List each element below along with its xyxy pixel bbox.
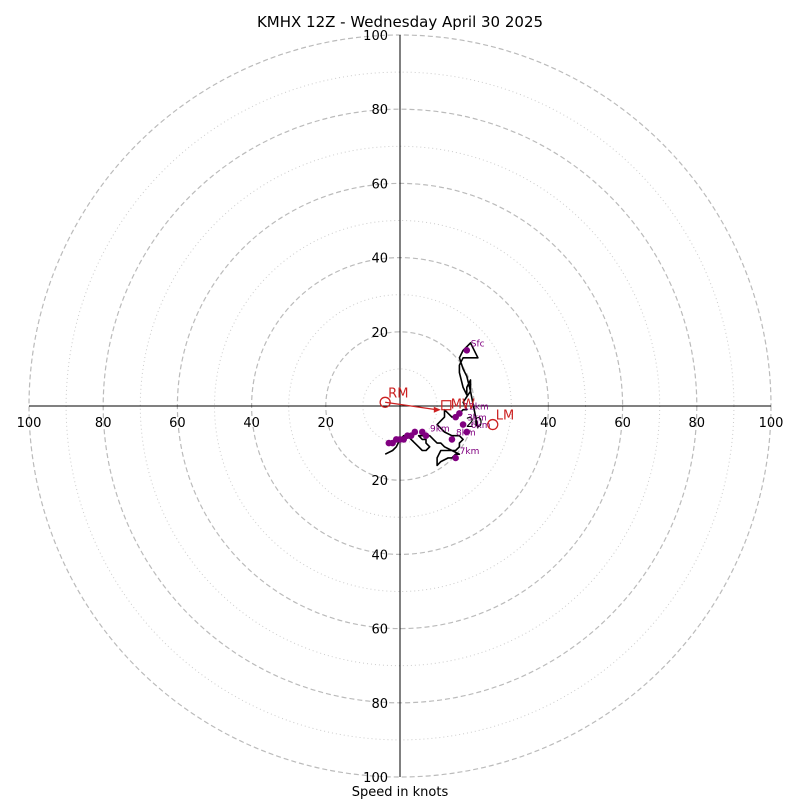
tick-x-right-100: 100 (759, 416, 784, 431)
tick-y-bottom-60: 60 (371, 623, 388, 638)
tick-y-bottom-80: 80 (371, 697, 388, 712)
height-point (385, 439, 393, 447)
height-label: 7km (460, 447, 480, 457)
height-point (463, 347, 471, 354)
tick-y-top-80: 80 (371, 103, 388, 118)
tick-y-top-100: 100 (363, 29, 388, 44)
height-label: 8km (456, 428, 476, 438)
wind-trace (384, 342, 479, 467)
height-label: 3km (467, 414, 487, 424)
height-point (418, 428, 426, 436)
height-label: 9km (430, 425, 450, 435)
mw-arrow-head (433, 406, 441, 413)
tick-x-left-20: 20 (318, 416, 335, 431)
rm-to-mw-vector (385, 401, 437, 411)
lm-label: LM (496, 409, 514, 424)
tick-x-left-60: 60 (169, 416, 186, 431)
tick-y-top-60: 60 (371, 177, 388, 192)
tick-y-bottom-40: 40 (371, 548, 388, 563)
height-point (459, 421, 467, 428)
height-point (456, 410, 463, 417)
mw-label: MW (451, 398, 475, 413)
axes (29, 35, 771, 777)
tick-y-top-40: 40 (371, 252, 388, 267)
rm-label: RM (388, 386, 408, 401)
height-point (463, 428, 471, 436)
tick-labels: 100 80 60 40 20 20 40 60 80 100204060801002040608… (17, 29, 784, 786)
height-label: Sfc (471, 339, 485, 349)
tick-y-bottom-100: 100 (363, 771, 388, 786)
lm-marker (487, 418, 499, 431)
tick-x-left-100: 100 (17, 416, 42, 431)
height-point (448, 436, 456, 443)
tick-y-top-20: 20 (371, 326, 388, 341)
x-axis-label: Speed in knots (352, 785, 449, 800)
rm-marker (379, 396, 391, 408)
tick-x-right-60: 60 (614, 416, 631, 431)
mw-marker (441, 400, 452, 411)
hodograph-trace (384, 342, 479, 467)
tick-x-left-80: 80 (95, 416, 112, 431)
tick-x-right-40: 40 (540, 416, 557, 431)
tick-x-left-40: 40 (243, 416, 260, 431)
height-label: 6km (471, 421, 491, 431)
storm-motion: RM LM MW (379, 386, 514, 431)
chart-title: KMHX 12Z - Wednesday April 30 2025 (257, 13, 543, 31)
tick-x-right-80: 80 (689, 416, 706, 431)
height-label: 12km (463, 402, 488, 412)
tick-y-bottom-20: 20 (371, 474, 388, 489)
height-point (452, 454, 459, 462)
